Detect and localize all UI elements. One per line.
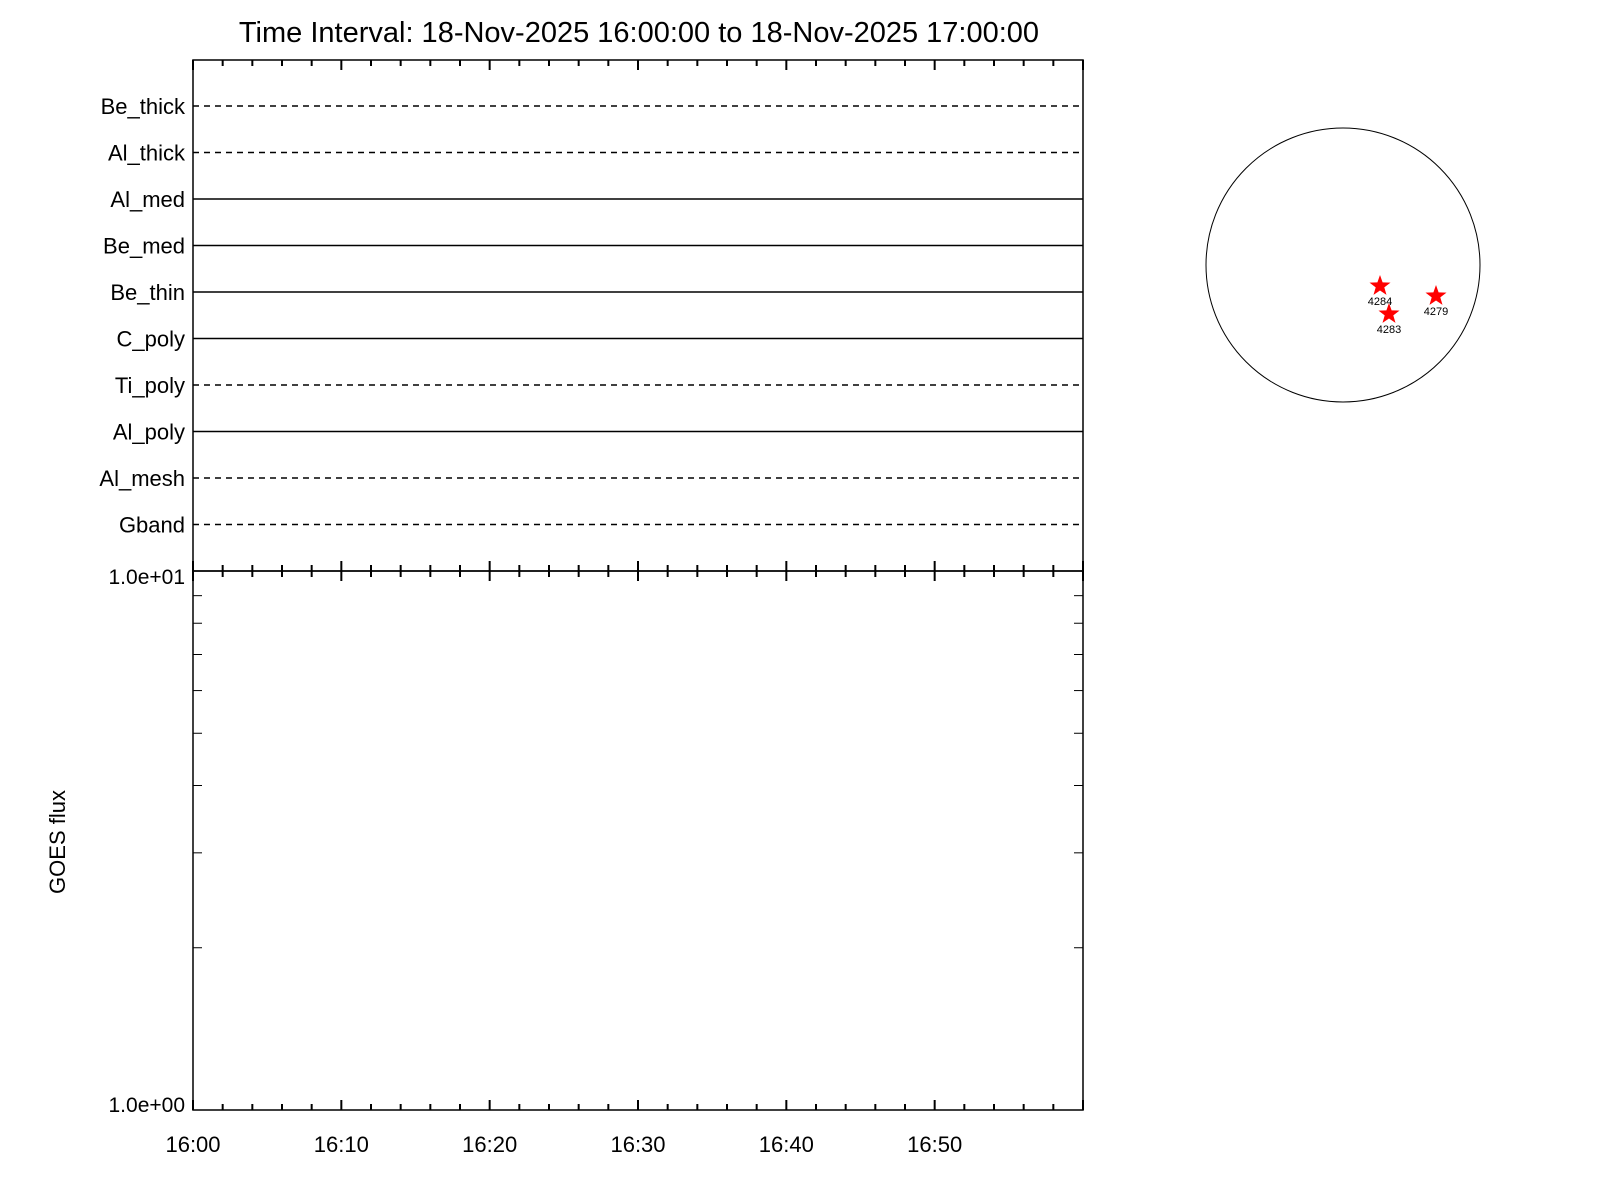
x-tick-label: 16:10	[314, 1132, 369, 1157]
x-tick-label: 16:40	[759, 1132, 814, 1157]
top-panel-frame	[192, 59, 1084, 572]
region-star-marker	[1378, 303, 1400, 323]
bottom-panel-frame	[192, 570, 1084, 1111]
goes-flux-panel: 1.0e+01 1.0e+00 16:00 16:10 16:20 16:30 16:40 1…	[109, 566, 1084, 1157]
filter-label: Be_thin	[110, 280, 185, 305]
filter-label: Be_thick	[101, 94, 186, 119]
filter-label: Ti_poly	[115, 373, 185, 398]
region-label: 4279	[1424, 306, 1448, 318]
y-axis-label: GOES flux	[45, 790, 70, 894]
filter-label: Gband	[119, 513, 185, 538]
x-tick-label: 16:00	[165, 1132, 220, 1157]
y-tick-label: 1.0e+01	[109, 566, 186, 589]
x-tick-label: 16:50	[907, 1132, 962, 1157]
chart-title: Time Interval: 18-Nov-2025 16:00:00 to 1…	[239, 17, 1039, 49]
solar-disk-outline	[1205, 127, 1481, 403]
region-star-marker	[1425, 285, 1447, 305]
filter-label: Al_thick	[108, 141, 186, 166]
filter-label: Be_med	[103, 234, 185, 259]
y-tick-label: 1.0e+00	[109, 1094, 186, 1117]
x-tick-label: 16:20	[462, 1132, 517, 1157]
region-star-marker	[1369, 275, 1391, 295]
region-label: 4284	[1368, 296, 1392, 308]
region-label: 4283	[1377, 324, 1401, 336]
filter-timeline-panel: Be_thick Al_thick Al_med Be_med Be_thin C_pol…	[99, 59, 1084, 581]
x-tick-label: 16:30	[610, 1132, 665, 1157]
filter-label: Al_poly	[113, 420, 185, 445]
filter-label: Al_med	[110, 187, 185, 212]
filter-label: Al_mesh	[99, 466, 185, 491]
solar-disk-panel: 4284 4283 4279	[1205, 127, 1481, 403]
filter-label: C_poly	[117, 327, 185, 352]
